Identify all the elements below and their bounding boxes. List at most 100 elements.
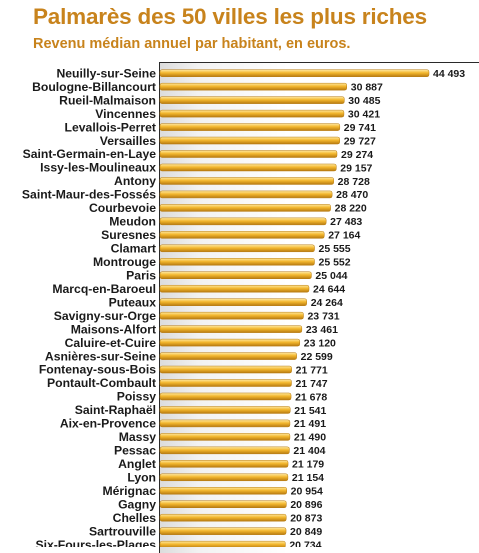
bar xyxy=(159,136,340,145)
category-label: Maisons-Alfort xyxy=(71,322,156,336)
category-label: Courbevoie xyxy=(89,201,156,215)
value-label: 30 421 xyxy=(348,108,380,120)
bar xyxy=(159,258,315,266)
category-label: Neuilly-sur-Seine xyxy=(56,66,156,80)
value-label: 21 179 xyxy=(292,459,324,471)
value-label: 23 731 xyxy=(307,310,339,322)
value-label: 25 555 xyxy=(319,243,351,255)
bar xyxy=(159,82,347,91)
category-label: Issy-les-Moulineaux xyxy=(40,161,156,175)
category-label: Meudon xyxy=(109,215,156,229)
value-label: 28 728 xyxy=(338,176,370,188)
value-label: 21 678 xyxy=(295,391,327,403)
bar xyxy=(159,527,287,535)
bar xyxy=(159,513,287,522)
bar xyxy=(159,150,338,158)
category-label: Caluire-et-Cuire xyxy=(65,336,157,350)
bar xyxy=(159,487,287,495)
bar xyxy=(159,338,301,347)
value-label: 24 264 xyxy=(311,297,343,309)
category-label: Mérignac xyxy=(102,484,156,498)
value-label: 27 483 xyxy=(330,216,362,228)
value-label: 20 734 xyxy=(289,539,321,547)
value-label: 21 154 xyxy=(292,472,324,484)
value-label: 44 493 xyxy=(433,68,465,80)
category-label: Gagny xyxy=(118,497,156,511)
bar xyxy=(159,217,327,226)
value-label: 21 541 xyxy=(294,405,326,417)
bar xyxy=(159,69,430,77)
chart-title: Palmarès des 50 villes les plus riches xyxy=(33,4,427,29)
value-label: 21 771 xyxy=(296,364,328,376)
category-label: Pessac xyxy=(114,444,156,458)
category-label: Montrouge xyxy=(93,255,156,269)
value-label: 28 470 xyxy=(336,189,368,201)
category-label: Clamart xyxy=(111,242,156,256)
category-label: Aix-en-Provence xyxy=(60,417,156,431)
value-label: 27 164 xyxy=(328,230,360,242)
category-label: Puteaux xyxy=(109,295,157,309)
value-label: 23 461 xyxy=(306,324,338,336)
category-label: Lyon xyxy=(127,471,156,485)
bar xyxy=(159,284,310,293)
category-label: Chelles xyxy=(113,511,157,525)
category-label: Sartrouville xyxy=(89,524,156,538)
value-label: 20 896 xyxy=(290,499,322,511)
value-label: 28 220 xyxy=(335,203,367,215)
value-label: 21 490 xyxy=(294,432,326,444)
value-label: 30 887 xyxy=(351,81,383,93)
value-label: 21 404 xyxy=(293,445,325,457)
category-label: Suresnes xyxy=(101,228,156,242)
bar xyxy=(159,365,292,374)
bar xyxy=(159,406,291,414)
bar xyxy=(159,473,289,482)
value-label: 20 873 xyxy=(290,513,322,525)
bar xyxy=(159,379,292,387)
bar xyxy=(159,540,286,547)
chart-subtitle: Revenu médian annuel par habitant, en eu… xyxy=(33,36,351,52)
category-label: Savigny-sur-Orge xyxy=(54,309,156,323)
bar xyxy=(159,177,334,185)
bar xyxy=(159,231,325,239)
category-label: Antony xyxy=(114,174,156,188)
bar xyxy=(159,163,337,172)
bar xyxy=(159,352,297,360)
bar xyxy=(159,500,287,508)
bar xyxy=(159,460,289,468)
value-label: 23 120 xyxy=(304,337,336,349)
value-label: 29 727 xyxy=(344,135,376,147)
category-label: Rueil-Malmaison xyxy=(59,93,156,107)
value-label: 25 552 xyxy=(318,257,350,269)
value-label: 25 044 xyxy=(315,270,347,282)
value-label: 22 599 xyxy=(301,351,333,363)
category-label: Asnières-sur-Seine xyxy=(45,349,156,363)
bar xyxy=(159,446,290,455)
value-label: 20 954 xyxy=(291,486,323,498)
category-label: Vincennes xyxy=(95,107,156,121)
category-label: Saint-Maur-des-Fossés xyxy=(22,188,156,202)
value-label: 30 485 xyxy=(348,95,380,107)
category-label: Marcq-en-Baroeul xyxy=(52,282,156,296)
bar xyxy=(159,392,292,401)
bar xyxy=(159,311,304,320)
category-label: Saint-Germain-en-Laye xyxy=(23,147,157,161)
category-label: Paris xyxy=(126,268,156,282)
bar xyxy=(159,271,312,279)
bar xyxy=(159,325,303,333)
bar xyxy=(159,109,345,118)
category-label: Versailles xyxy=(100,134,156,148)
bar xyxy=(159,96,345,104)
category-label: Levallois-Perret xyxy=(65,120,156,134)
category-label: Pontault-Combault xyxy=(47,376,156,390)
bar xyxy=(159,244,315,253)
bars-group: Neuilly-sur-Seine 44 493 Boulogne-Billanco… xyxy=(22,66,465,547)
category-label: Six-Fours-les-Plages xyxy=(35,538,156,547)
category-label: Saint-Raphaël xyxy=(75,403,156,417)
value-label: 29 157 xyxy=(340,162,372,174)
value-label: 29 741 xyxy=(344,122,376,134)
category-label: Poissy xyxy=(117,390,157,404)
bar xyxy=(159,419,291,428)
value-label: 21 747 xyxy=(295,378,327,390)
bar xyxy=(159,433,291,441)
